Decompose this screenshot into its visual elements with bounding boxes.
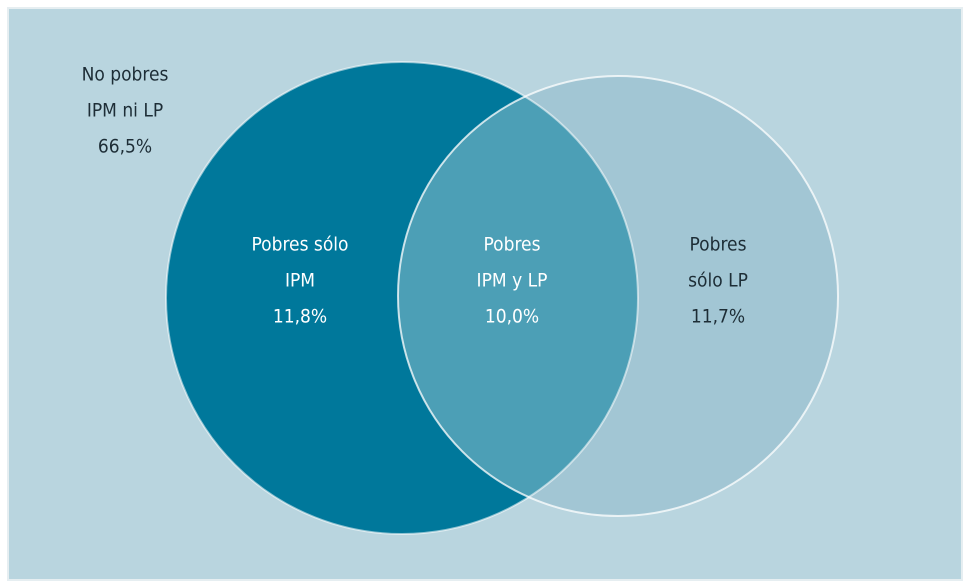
region-label: IPM ni LP [87, 100, 163, 122]
ipm-outline [165, 61, 639, 535]
lp-outline [397, 75, 839, 517]
labels: No pobres IPM ni LP 66,5% Pobres sólo IPM 11,… [82, 64, 748, 328]
region-label: No pobres [82, 64, 169, 86]
region-label: IPM [285, 270, 315, 292]
region-label: Pobres sólo [252, 234, 349, 256]
region-label: IPM y LP [477, 270, 548, 292]
region-value: 11,7% [691, 306, 745, 328]
region-label: Pobres [484, 234, 541, 256]
region-label: Pobres [690, 234, 747, 256]
overlap [398, 76, 638, 516]
region-value: 11,8% [273, 306, 327, 328]
region-value: 10,0% [485, 306, 539, 328]
region-label: sólo LP [688, 270, 748, 292]
region-value: 66,5% [98, 136, 152, 158]
